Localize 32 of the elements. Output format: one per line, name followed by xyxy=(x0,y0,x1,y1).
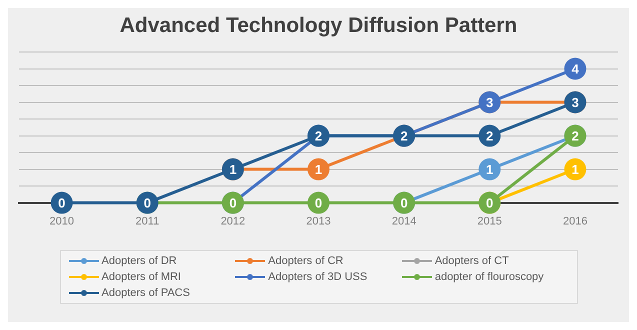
data-label: 0 xyxy=(314,195,322,210)
data-label: 0 xyxy=(486,195,494,210)
legend-label: Adopters of DR xyxy=(102,255,177,267)
data-label: 1 xyxy=(486,162,494,177)
x-tick-label: 2014 xyxy=(392,215,416,228)
data-label: 1 xyxy=(572,162,579,177)
legend-label: Adopters of CR xyxy=(268,255,344,267)
data-label: 1 xyxy=(229,162,237,177)
x-tick-label: 2012 xyxy=(220,215,246,228)
data-label: 0 xyxy=(400,195,408,210)
data-label: 3 xyxy=(486,94,494,110)
data-label: 0 xyxy=(58,195,66,210)
x-tick-label: 2015 xyxy=(477,215,502,228)
data-label: 0 xyxy=(144,195,151,210)
data-label: 2 xyxy=(572,128,579,144)
data-label: 1 xyxy=(314,162,322,177)
legend-label: Adopters of CT xyxy=(434,255,509,267)
x-tick-label: 2011 xyxy=(136,215,160,228)
legend-label: Adopters of 3D USS xyxy=(268,271,368,283)
data-label: 2 xyxy=(400,128,408,144)
data-label: 0 xyxy=(229,195,237,210)
legend-label: Adopters of PACS xyxy=(102,287,190,299)
data-label: 3 xyxy=(572,94,579,110)
data-label: 2 xyxy=(314,128,322,144)
x-tick-label: 2010 xyxy=(50,215,74,228)
x-tick-label: 2016 xyxy=(562,215,588,228)
data-label: 2 xyxy=(486,128,494,144)
legend-label: adopter of flouroscopy xyxy=(434,271,544,283)
x-tick-label: 2013 xyxy=(306,215,331,228)
chart-title: Advanced Technology Diffusion Pattern xyxy=(118,13,518,38)
data-label: 4 xyxy=(572,61,580,76)
legend-label: Adopters of MRI xyxy=(102,271,181,283)
